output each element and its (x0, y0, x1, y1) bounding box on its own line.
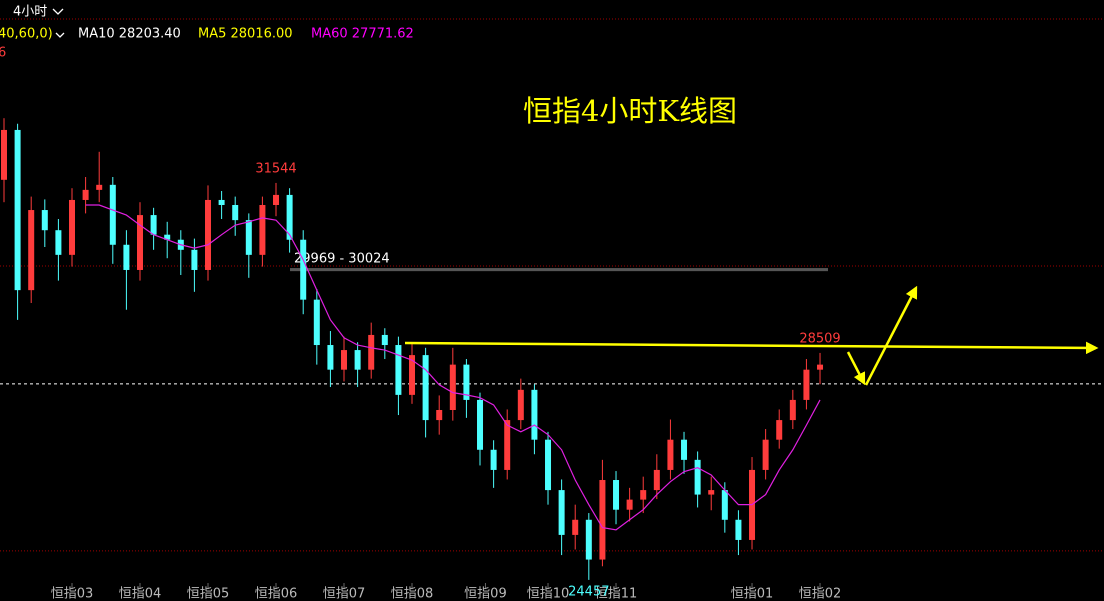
candle-body (449, 364, 456, 411)
candle-body (558, 490, 565, 535)
candle-body (395, 345, 402, 395)
x-tick-label: 恒指03 (51, 587, 94, 601)
candle-body (613, 480, 620, 510)
candle-body (150, 215, 157, 235)
candle-body (694, 459, 701, 495)
candle-body (626, 499, 633, 510)
zone-label: 29969 - 30024 (294, 252, 390, 267)
candle-body (545, 439, 552, 491)
candle-body (273, 194, 280, 206)
candle-body (14, 129, 21, 291)
legend-entry: MA10 28203.40 (78, 27, 181, 42)
candle-body (286, 194, 293, 240)
candle-body (96, 184, 103, 190)
x-tick-label: 恒指02 (799, 587, 842, 601)
price-annotation: 28509 (799, 331, 840, 346)
candle-body (776, 420, 783, 440)
candle-body (245, 220, 252, 255)
candle-body (789, 399, 796, 421)
candle-body (708, 490, 715, 495)
trend-line (404, 341, 1099, 355)
reference-layer: 29969 - 30024 恒指03 恒指04 恒指05 恒指06 恒指07 恒指08 恒指0… (0, 18, 1104, 601)
plot-layer: 31544 28509 24457 (0, 118, 841, 599)
legend-entry: MA5 28016.00 (198, 27, 293, 42)
candle-body (504, 420, 511, 470)
indicator-params[interactable]: 40,60,0) (0, 27, 53, 42)
candle-body (218, 199, 225, 206)
candle-body (599, 480, 606, 560)
candle-body (109, 184, 116, 245)
candle-body (817, 364, 824, 370)
legend-entry: MA60 27771.62 (311, 27, 414, 42)
candle-body (191, 249, 198, 270)
candle-body (137, 215, 144, 270)
chevron[interactable] (55, 32, 65, 38)
x-tick-label: 恒指05 (187, 587, 230, 601)
candle-body (531, 389, 538, 440)
chart-title: 恒指4小时K线图 (523, 94, 737, 128)
legend: MA10 28203.40 MA5 28016.00 MA60 27771.62 (78, 27, 414, 42)
x-tick-label: 恒指04 (119, 587, 162, 601)
candle-body (477, 399, 484, 450)
x-tick-label: 恒指06 (255, 587, 298, 601)
x-tick-label: 恒指07 (323, 587, 366, 601)
candle-body (517, 389, 524, 421)
candle-body (69, 199, 76, 255)
candle-body (300, 239, 307, 300)
price-annotation: 31544 (255, 161, 296, 176)
x-tick-label: 恒指11 (595, 587, 638, 601)
ma60-line (85, 204, 821, 531)
candle-body (436, 410, 443, 421)
candle-body (313, 299, 320, 346)
candle-body (721, 490, 728, 520)
candle-body (327, 345, 334, 370)
candle-body (735, 519, 742, 540)
candle-body (422, 355, 429, 421)
x-tick-label: 恒指10 (527, 587, 570, 601)
truncated-value: 6 (0, 46, 6, 61)
candle-body (585, 519, 592, 560)
candle-body (640, 490, 647, 500)
candle-body (381, 334, 388, 346)
candle-body (490, 449, 497, 470)
x-tick-label: 恒指08 (391, 587, 434, 601)
candle-body (82, 189, 89, 200)
candle-body (341, 350, 348, 370)
down-arrow (846, 351, 866, 386)
candle-body (55, 230, 62, 255)
candle-body (164, 234, 171, 240)
chevron[interactable] (52, 8, 64, 15)
candle-body (205, 199, 212, 270)
candle-body (123, 244, 130, 270)
candle-body (681, 439, 688, 460)
candle-body (0, 129, 7, 180)
period-selector[interactable]: 4小时 (13, 5, 47, 20)
candle-body (463, 364, 470, 400)
candle-body (354, 350, 361, 370)
candle-body (409, 355, 416, 395)
candle-body (653, 469, 660, 491)
up-arrow (864, 285, 918, 386)
candle-body (232, 205, 239, 221)
x-tick-label: 恒指09 (464, 587, 507, 601)
candle-body (667, 439, 674, 470)
candle-body (41, 210, 48, 231)
candle-body (572, 519, 579, 535)
zone-band (290, 268, 828, 272)
candle-body (259, 205, 266, 255)
candle-body (368, 334, 375, 370)
candle-body (28, 210, 35, 291)
price-annotation: 24457 (568, 584, 609, 599)
candle-body (803, 369, 810, 400)
candle-body (762, 439, 769, 470)
x-tick-label: 恒指01 (731, 587, 774, 601)
